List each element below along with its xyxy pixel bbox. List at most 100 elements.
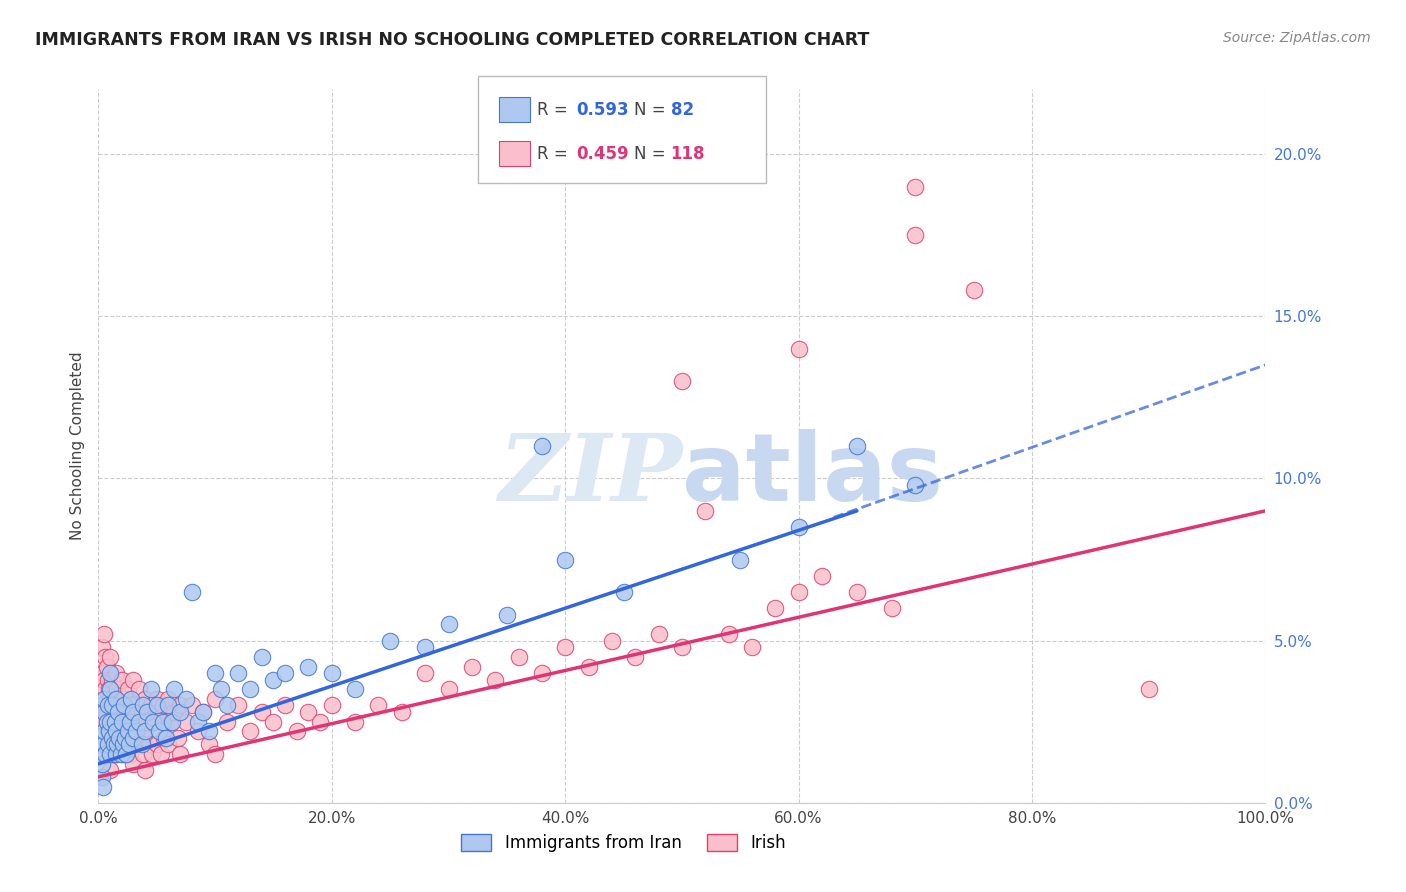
Point (132, 747, 155, 761)
Point (157, 738, 180, 752)
Point (228, 698, 250, 713)
Point (155, 731, 177, 745)
Point (904, 228, 927, 243)
Point (120, 698, 142, 713)
Point (107, 705, 129, 719)
Point (285, 724, 308, 739)
Point (114, 731, 136, 745)
Point (94, 682, 117, 697)
Point (122, 673, 145, 687)
Point (554, 552, 576, 566)
Point (160, 714, 183, 729)
Point (484, 673, 506, 687)
Point (128, 714, 150, 729)
Point (91, 698, 114, 713)
Point (309, 714, 332, 729)
Point (134, 724, 156, 739)
Point (98, 692, 121, 706)
Text: ZIP: ZIP (498, 430, 682, 519)
Point (111, 747, 134, 761)
Point (136, 714, 159, 729)
Point (122, 714, 145, 729)
Point (114, 724, 136, 739)
Point (117, 724, 139, 739)
Point (787, 585, 810, 599)
Point (624, 649, 647, 664)
Point (193, 705, 215, 719)
Point (169, 747, 191, 761)
Point (131, 738, 153, 752)
Point (139, 738, 162, 752)
Point (134, 731, 156, 745)
Point (97, 698, 120, 713)
Point (787, 520, 810, 534)
Text: 0.593: 0.593 (576, 101, 628, 119)
Point (90, 640, 112, 654)
Point (600, 633, 623, 648)
Legend: Immigrants from Iran, Irish: Immigrants from Iran, Irish (454, 827, 793, 859)
Point (228, 666, 250, 681)
Point (93, 627, 115, 641)
Point (97, 673, 120, 687)
Point (122, 756, 145, 771)
Point (717, 627, 740, 641)
Point (139, 682, 162, 697)
Point (367, 698, 389, 713)
Y-axis label: No Schooling Completed: No Schooling Completed (69, 351, 84, 541)
Point (117, 682, 139, 697)
Point (174, 714, 197, 729)
Point (741, 640, 763, 654)
Point (157, 698, 180, 713)
Point (880, 601, 903, 615)
Point (321, 698, 343, 713)
Point (198, 724, 221, 739)
Point (128, 682, 150, 697)
Point (274, 698, 297, 713)
Point (141, 747, 163, 761)
Text: 0.459: 0.459 (576, 145, 628, 163)
Point (204, 692, 226, 706)
Point (98, 666, 121, 681)
Point (134, 692, 156, 706)
Point (204, 747, 226, 761)
Point (811, 568, 834, 582)
Point (695, 504, 717, 518)
Point (554, 640, 576, 654)
Point (146, 698, 169, 713)
Point (125, 705, 148, 719)
Point (104, 714, 127, 729)
Point (108, 731, 131, 745)
Point (105, 738, 128, 752)
Point (496, 607, 519, 622)
Point (97, 738, 120, 752)
Point (112, 698, 135, 713)
Point (90, 770, 112, 784)
Point (93, 747, 115, 761)
Point (763, 601, 786, 615)
Point (671, 374, 693, 388)
Point (180, 698, 202, 713)
Point (104, 705, 127, 719)
Point (530, 439, 553, 453)
Point (647, 627, 669, 641)
Text: 118: 118 (671, 145, 706, 163)
Point (136, 705, 159, 719)
Point (163, 705, 186, 719)
Point (730, 552, 752, 566)
Point (93, 738, 115, 752)
Point (101, 714, 124, 729)
Text: 82: 82 (671, 101, 693, 119)
Point (413, 666, 436, 681)
Point (239, 682, 262, 697)
Point (180, 585, 202, 599)
Point (110, 747, 132, 761)
Point (166, 731, 188, 745)
Point (96, 705, 118, 719)
Point (187, 724, 209, 739)
Point (204, 666, 226, 681)
Point (150, 747, 173, 761)
Point (139, 698, 162, 713)
Point (413, 640, 436, 654)
Point (118, 714, 141, 729)
Point (344, 682, 367, 697)
